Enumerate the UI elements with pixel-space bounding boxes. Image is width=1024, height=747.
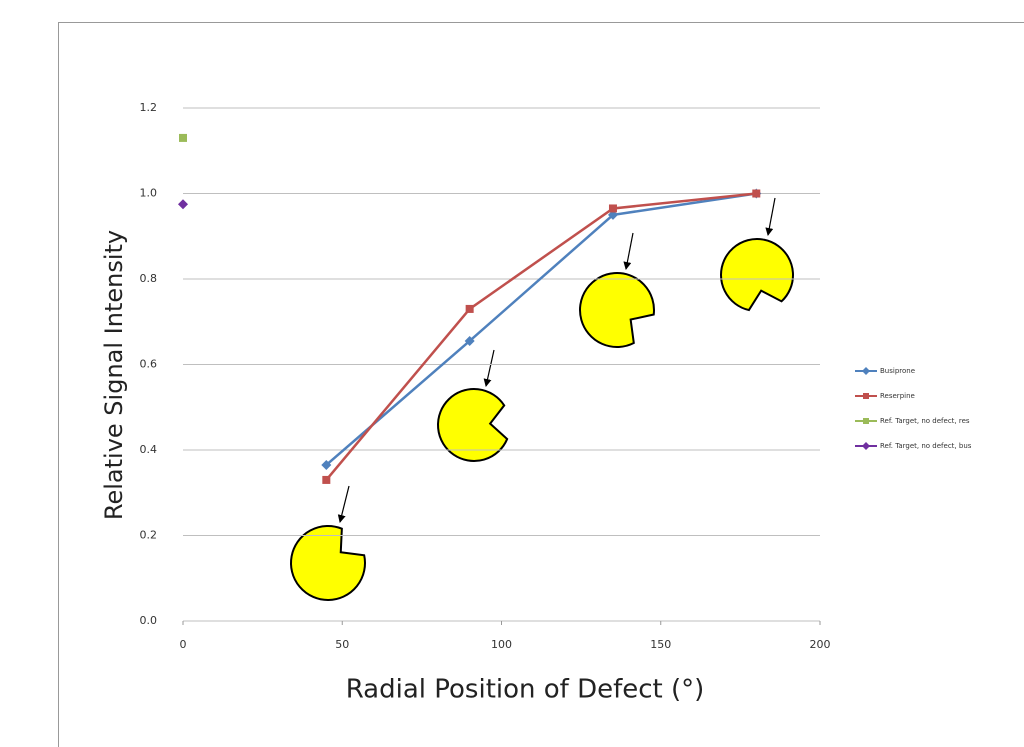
marker [752,189,761,198]
marker [179,133,187,142]
frame [58,22,1024,747]
marker [465,304,474,313]
marker [862,442,870,450]
marker [863,393,869,399]
y-tick-label: 1.0 [140,187,158,200]
y-tick-label: 1.2 [140,101,158,114]
series-line [325,192,757,481]
y-tick-label: 0.4 [140,443,158,456]
marker [608,204,617,213]
y-tick-label: 0.8 [140,272,158,285]
pacman [437,388,509,462]
x-tick-label: 150 [650,638,671,651]
marker [178,199,188,210]
arrow [765,197,776,236]
arrow [337,485,350,523]
series-line [325,192,757,466]
x-tick-label: 100 [491,638,512,651]
y-tick-label: 0.0 [140,614,158,627]
legend-label: Reserpine [880,392,915,400]
arrow [623,232,634,270]
pacman [290,525,366,601]
marker [863,418,869,424]
legend-label: Ref. Target, no defect, bus [880,442,972,450]
marker [322,475,331,484]
pacman [720,238,794,312]
legend-label: Busiprone [880,367,915,375]
marker [321,459,332,470]
y-tick-label: 0.2 [140,529,158,542]
arrow [483,349,495,387]
y-tick-label: 0.6 [140,358,158,371]
pacman [579,272,655,348]
x-tick-label: 200 [810,638,831,651]
x-axis-title: Radial Position of Defect (°) [346,675,705,705]
x-tick-label: 0 [180,638,187,651]
legend-label: Ref. Target, no defect, res [880,417,970,425]
marker [464,335,475,346]
marker [862,367,870,375]
y-axis-title: Relative Signal Intensity [100,230,128,520]
x-tick-label: 50 [335,638,349,651]
